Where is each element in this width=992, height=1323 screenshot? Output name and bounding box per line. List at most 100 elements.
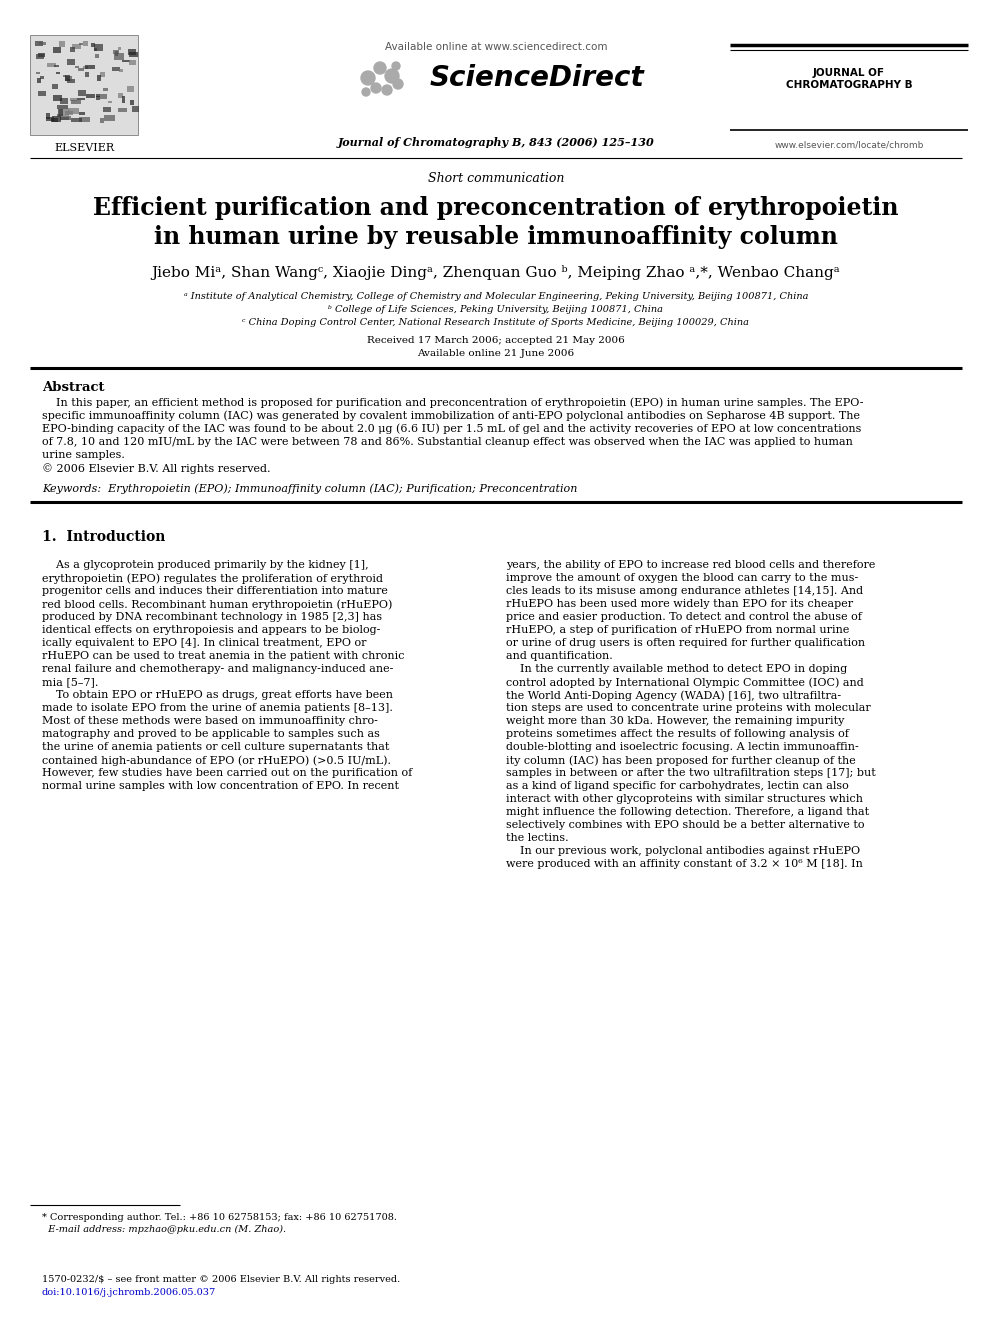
Bar <box>122 60 130 62</box>
Bar <box>68 107 78 114</box>
Bar <box>128 49 136 56</box>
Text: normal urine samples with low concentration of EPO. In recent: normal urine samples with low concentrat… <box>42 781 399 791</box>
Text: improve the amount of oxygen the blood can carry to the mus-: improve the amount of oxygen the blood c… <box>506 573 858 583</box>
Bar <box>100 71 105 77</box>
Text: Received 17 March 2006; accepted 21 May 2006: Received 17 March 2006; accepted 21 May … <box>367 336 625 345</box>
Text: renal failure and chemotherapy- and malignancy-induced ane-: renal failure and chemotherapy- and mali… <box>42 664 394 673</box>
Text: specific immunoaffinity column (IAC) was generated by covalent immobilization of: specific immunoaffinity column (IAC) was… <box>42 410 860 421</box>
Bar <box>64 111 73 115</box>
Bar <box>54 95 62 102</box>
Bar <box>119 69 123 71</box>
Bar <box>65 75 72 81</box>
Circle shape <box>382 85 392 95</box>
Text: ᶜ China Doping Control Center, National Research Institute of Sports Medicine, B: ᶜ China Doping Control Center, National … <box>242 318 750 327</box>
Text: In our previous work, polyclonal antibodies against rHuEPO: In our previous work, polyclonal antibod… <box>506 845 860 856</box>
Bar <box>85 71 88 77</box>
Bar <box>61 118 68 120</box>
Text: In this paper, an efficient method is proposed for purification and preconcentra: In this paper, an efficient method is pr… <box>42 397 863 407</box>
Text: the World Anti-Doping Agency (WADA) [16], two ultrafiltra-: the World Anti-Doping Agency (WADA) [16]… <box>506 691 841 701</box>
Text: cles leads to its misuse among endurance athletes [14,15]. And: cles leads to its misuse among endurance… <box>506 586 863 595</box>
Bar <box>83 41 88 46</box>
Bar <box>59 110 68 115</box>
Bar <box>71 99 80 105</box>
Text: might influence the following detection. Therefore, a ligand that: might influence the following detection.… <box>506 807 869 818</box>
Text: Available online at www.sciencedirect.com: Available online at www.sciencedirect.co… <box>385 42 607 52</box>
Bar <box>115 52 118 56</box>
Text: ity column (IAC) has been proposed for further cleanup of the: ity column (IAC) has been proposed for f… <box>506 755 856 766</box>
Bar <box>52 118 58 122</box>
Bar <box>40 42 46 45</box>
Bar <box>70 98 77 101</box>
Bar <box>118 94 123 98</box>
Text: www.elsevier.com/locate/chromb: www.elsevier.com/locate/chromb <box>775 140 924 149</box>
Bar <box>46 116 54 120</box>
Bar <box>37 78 42 83</box>
Text: doi:10.1016/j.jchromb.2006.05.037: doi:10.1016/j.jchromb.2006.05.037 <box>42 1289 216 1297</box>
Text: interact with other glycoproteins with similar structures which: interact with other glycoproteins with s… <box>506 794 863 804</box>
Text: produced by DNA recombinant technology in 1985 [2,3] has: produced by DNA recombinant technology i… <box>42 613 382 622</box>
Text: Keywords:  Erythropoietin (EPO); Immunoaffinity column (IAC); Purification; Prec: Keywords: Erythropoietin (EPO); Immunoaf… <box>42 483 577 493</box>
Bar <box>79 44 83 45</box>
Text: control adopted by International Olympic Committee (IOC) and: control adopted by International Olympic… <box>506 677 864 688</box>
Text: proteins sometimes affect the results of following analysis of: proteins sometimes affect the results of… <box>506 729 849 740</box>
Text: were produced with an affinity constant of 3.2 × 10⁶ M [18]. In: were produced with an affinity constant … <box>506 859 863 869</box>
Text: ELSEVIER: ELSEVIER <box>54 143 114 153</box>
Bar <box>84 65 94 69</box>
Bar <box>57 73 60 74</box>
Text: years, the ability of EPO to increase red blood cells and therefore: years, the ability of EPO to increase re… <box>506 560 875 570</box>
Bar <box>71 44 80 49</box>
Bar <box>108 101 112 103</box>
Bar <box>60 98 68 103</box>
Bar <box>100 94 107 99</box>
Bar <box>82 66 87 69</box>
Text: progenitor cells and induces their differentiation into mature: progenitor cells and induces their diffe… <box>42 586 388 595</box>
Text: rHuEPO has been used more widely than EPO for its cheaper: rHuEPO has been used more widely than EP… <box>506 599 853 609</box>
Bar <box>114 53 124 60</box>
Text: Most of these methods were based on immunoaffinity chro-: Most of these methods were based on immu… <box>42 716 378 726</box>
Bar <box>38 53 45 57</box>
Bar <box>66 58 75 65</box>
Text: in human urine by reusable immunoaffinity column: in human urine by reusable immunoaffinit… <box>154 225 838 249</box>
Bar <box>54 48 61 53</box>
Text: selectively combines with EPO should be a better alternative to: selectively combines with EPO should be … <box>506 820 864 830</box>
Text: and quantification.: and quantification. <box>506 651 613 662</box>
Text: of 7.8, 10 and 120 mIU/mL by the IAC were between 78 and 86%. Substantial cleanu: of 7.8, 10 and 120 mIU/mL by the IAC wer… <box>42 437 853 447</box>
Text: made to isolate EPO from the urine of anemia patients [8–13].: made to isolate EPO from the urine of an… <box>42 703 393 713</box>
Bar <box>64 75 70 81</box>
Bar <box>59 41 65 48</box>
Bar <box>78 111 85 115</box>
Text: © 2006 Elsevier B.V. All rights reserved.: © 2006 Elsevier B.V. All rights reserved… <box>42 463 271 474</box>
Text: E-mail address: mpzhao@pku.edu.cn (M. Zhao).: E-mail address: mpzhao@pku.edu.cn (M. Zh… <box>42 1225 286 1234</box>
Text: tion steps are used to concentrate urine proteins with molecular: tion steps are used to concentrate urine… <box>506 703 871 713</box>
Bar <box>53 115 62 122</box>
Bar <box>62 115 70 120</box>
Bar <box>78 67 83 70</box>
Text: or urine of drug users is often required for further qualification: or urine of drug users is often required… <box>506 638 865 648</box>
Bar <box>77 98 85 101</box>
Text: ᵇ College of Life Sciences, Peking University, Beijing 100871, China: ᵇ College of Life Sciences, Peking Unive… <box>328 306 664 314</box>
Text: Journal of Chromatography B, 843 (2006) 125–130: Journal of Chromatography B, 843 (2006) … <box>337 138 655 148</box>
Text: * Corresponding author. Tel.: +86 10 62758153; fax: +86 10 62751708.: * Corresponding author. Tel.: +86 10 627… <box>42 1213 397 1222</box>
Text: rHuEPO, a step of purification of rHuEPO from normal urine: rHuEPO, a step of purification of rHuEPO… <box>506 624 849 635</box>
Bar <box>130 99 134 105</box>
Text: contained high-abundance of EPO (or rHuEPO) (>0.5 IU/mL).: contained high-abundance of EPO (or rHuE… <box>42 755 391 766</box>
Bar <box>132 106 139 112</box>
Circle shape <box>371 83 381 93</box>
Bar <box>69 48 75 53</box>
Bar <box>91 44 94 46</box>
Text: Abstract: Abstract <box>42 381 104 394</box>
Bar <box>36 54 45 60</box>
Text: EPO-binding capacity of the IAC was found to be about 2.0 μg (6.6 IU) per 1.5 mL: EPO-binding capacity of the IAC was foun… <box>42 423 861 434</box>
Bar <box>58 114 62 116</box>
Bar <box>47 62 56 67</box>
Bar <box>122 97 125 103</box>
Text: the urine of anemia patients or cell culture supernatants that: the urine of anemia patients or cell cul… <box>42 742 390 751</box>
Bar <box>75 66 79 69</box>
Text: mia [5–7].: mia [5–7]. <box>42 677 98 687</box>
Text: erythropoietin (EPO) regulates the proliferation of erythroid: erythropoietin (EPO) regulates the proli… <box>42 573 383 583</box>
Bar <box>100 118 104 123</box>
Bar <box>79 118 89 122</box>
Circle shape <box>362 89 370 97</box>
Bar <box>103 89 107 91</box>
Bar <box>129 61 136 65</box>
